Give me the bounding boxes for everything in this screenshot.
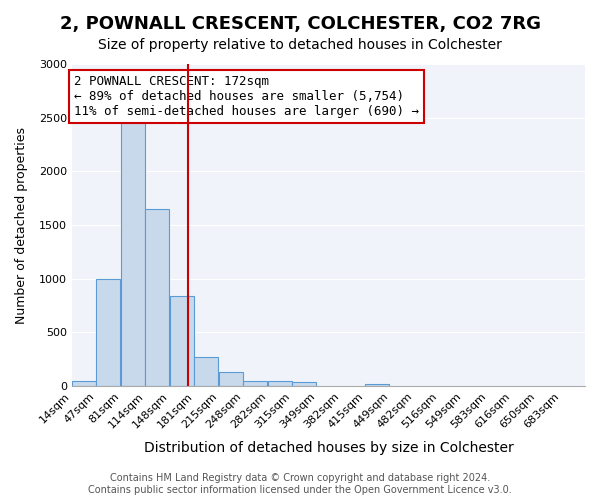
Bar (292, 382, 316, 386)
Bar (121, 121, 145, 386)
Bar (365, 384, 389, 386)
Bar (72, 380, 96, 386)
Bar (96, 278, 121, 386)
Bar (268, 380, 292, 386)
Bar (170, 296, 194, 386)
Text: 2 POWNALL CRESCENT: 172sqm
← 89% of detached houses are smaller (5,754)
11% of s: 2 POWNALL CRESCENT: 172sqm ← 89% of deta… (74, 74, 419, 118)
Bar (145, 209, 169, 386)
X-axis label: Distribution of detached houses by size in Colchester: Distribution of detached houses by size … (143, 441, 514, 455)
Bar (194, 357, 218, 386)
Text: Contains HM Land Registry data © Crown copyright and database right 2024.
Contai: Contains HM Land Registry data © Crown c… (88, 474, 512, 495)
Y-axis label: Number of detached properties: Number of detached properties (15, 126, 28, 324)
Text: 2, POWNALL CRESCENT, COLCHESTER, CO2 7RG: 2, POWNALL CRESCENT, COLCHESTER, CO2 7RG (59, 15, 541, 33)
Text: Size of property relative to detached houses in Colchester: Size of property relative to detached ho… (98, 38, 502, 52)
Bar (219, 372, 243, 386)
Bar (243, 380, 267, 386)
